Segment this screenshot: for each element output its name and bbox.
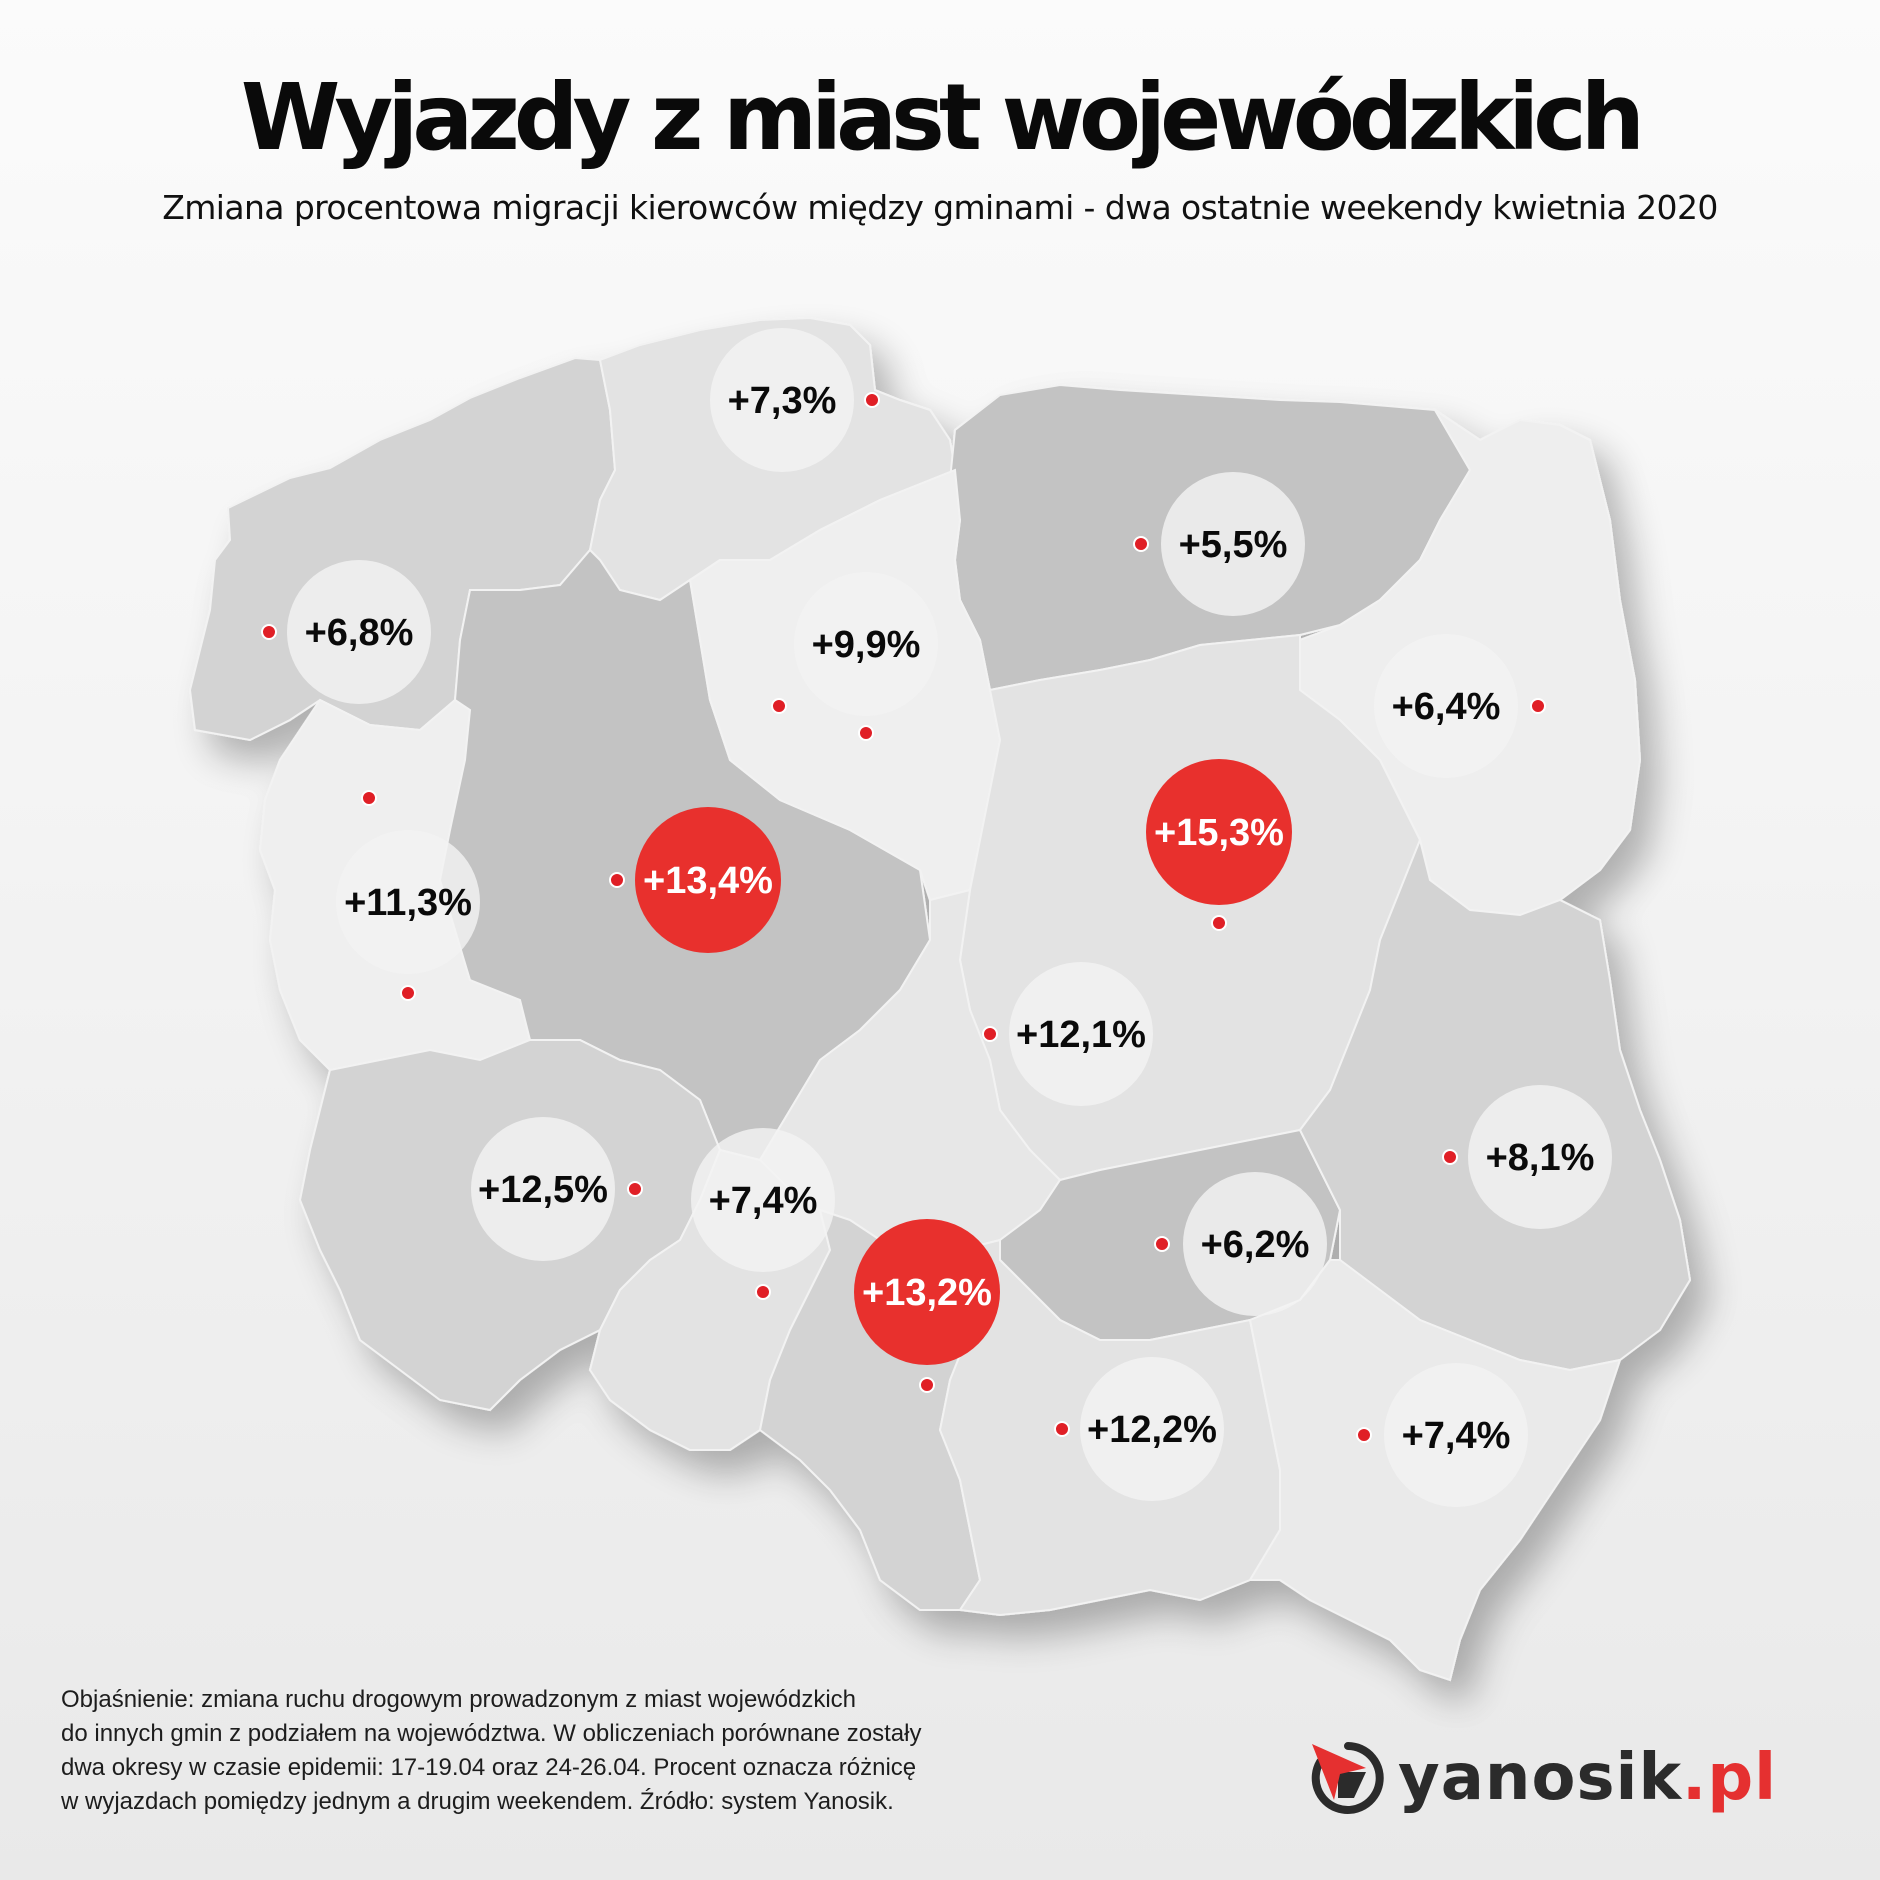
bubble-value-label: +6,8% (305, 612, 414, 654)
value-bubble: +7,4% (691, 1128, 835, 1272)
city-dot (1133, 536, 1149, 552)
value-bubble: +12,5% (471, 1117, 615, 1261)
value-bubble: +5,5% (1161, 472, 1305, 616)
bubble-circle (1080, 1357, 1224, 1501)
value-bubble: +7,4% (1384, 1363, 1528, 1507)
city-dot (919, 1377, 935, 1393)
bubble-circle (1009, 962, 1153, 1106)
footnote: Objaśnienie: zmiana ruchu drogowym prowa… (61, 1683, 1061, 1819)
page-title: Wyjazdy z miast wojewódzkich (240, 64, 1645, 171)
bubble-value-label: +12,5% (478, 1169, 608, 1211)
city-dot (1442, 1149, 1458, 1165)
city-dot (858, 725, 874, 741)
bubble-circle (1468, 1085, 1612, 1229)
bubble-value-label: +7,4% (1402, 1415, 1511, 1457)
city-dot (982, 1026, 998, 1042)
city-dot (361, 790, 377, 806)
city-dot (1154, 1236, 1170, 1252)
bubble-value-label: +6,4% (1392, 686, 1501, 728)
footnote-line: do innych gmin z podziałem na województw… (61, 1720, 922, 1747)
bubble-circle (336, 830, 480, 974)
bubble-value-label: +5,5% (1179, 524, 1288, 566)
value-bubble: +12,2% (1080, 1357, 1224, 1501)
value-bubble: +6,4% (1374, 634, 1518, 778)
bubble-circle (691, 1128, 835, 1272)
bubble-value-label: +6,2% (1201, 1224, 1310, 1266)
city-dot (1356, 1427, 1372, 1443)
value-bubble: +13,2% (854, 1219, 1000, 1365)
bubble-circle (635, 807, 781, 953)
bubble-circle (1374, 634, 1518, 778)
city-dot (1211, 915, 1227, 931)
bubble-circle (854, 1219, 1000, 1365)
city-dot (261, 624, 277, 640)
bubble-circle (794, 572, 938, 716)
value-bubble: +6,2% (1183, 1172, 1327, 1316)
footnote-line: w wyjazdach pomiędzy jednym a drugim wee… (61, 1788, 894, 1815)
bubble-value-label: +12,1% (1016, 1014, 1146, 1056)
logo-wordmark: yanosik.pl (1398, 1746, 1777, 1810)
footnote-line: Objaśnienie: zmiana ruchu drogowym prowa… (61, 1686, 857, 1713)
city-dot (1530, 698, 1546, 714)
navigation-arrow-icon (1311, 1742, 1384, 1814)
bubble-value-label: +8,1% (1486, 1137, 1595, 1179)
bubble-value-label: +9,9% (812, 624, 921, 666)
bubble-circle (287, 560, 431, 704)
footnote-line: dwa okresy w czasie epidemii: 17-19.04 o… (61, 1754, 917, 1781)
bubble-circle (1384, 1363, 1528, 1507)
bubble-value-label: +15,3% (1154, 812, 1284, 854)
value-bubble: +8,1% (1468, 1085, 1612, 1229)
city-dots (261, 392, 1546, 1443)
value-bubble: +12,1% (1009, 962, 1153, 1106)
bubble-value-label: +12,2% (1087, 1409, 1217, 1451)
bubble-circle (1146, 759, 1292, 905)
value-bubble: +15,3% (1146, 759, 1292, 905)
bubble-circle (1161, 472, 1305, 616)
value-bubble: +13,4% (635, 807, 781, 953)
bubble-value-label: +11,3% (344, 882, 472, 924)
city-dot (755, 1284, 771, 1300)
city-dot (400, 985, 416, 1001)
city-dot (627, 1181, 643, 1197)
bubble-circle (1183, 1172, 1327, 1316)
value-bubble: +11,3% (336, 830, 480, 974)
value-bubble: +9,9% (794, 572, 938, 716)
yanosik-logo: yanosik.pl (1308, 1738, 1777, 1818)
city-dot (609, 872, 625, 888)
page-subtitle: Zmiana procentowa migracji kierowców mię… (162, 188, 1718, 227)
bubble-value-label: +13,4% (643, 860, 773, 902)
map-bubbles: +7,3% +5,5% +6,8% +9,9% +6,4% +11,3% +13,4% +15… (287, 328, 1612, 1507)
bubble-value-label: +7,3% (728, 380, 837, 422)
city-dot (1054, 1421, 1070, 1437)
value-bubble: +6,8% (287, 560, 431, 704)
city-dot (864, 392, 880, 408)
bubble-value-label: +7,4% (709, 1180, 818, 1222)
bubble-value-label: +13,2% (862, 1272, 992, 1314)
bubble-circle (710, 328, 854, 472)
value-bubble: +7,3% (710, 328, 854, 472)
city-dot (771, 698, 787, 714)
bubble-circle (471, 1117, 615, 1261)
logo-tld: .pl (1682, 1741, 1778, 1815)
logo-name: yanosik (1398, 1741, 1683, 1815)
